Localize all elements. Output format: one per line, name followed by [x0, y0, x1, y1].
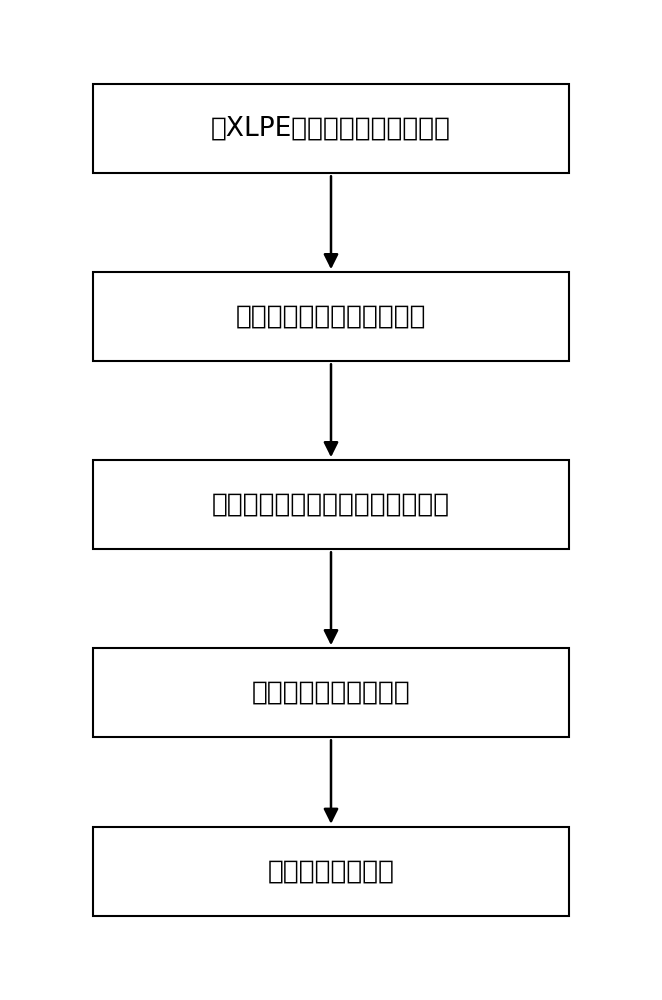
Text: 计算正负半周总能量差标准化系数: 计算正负半周总能量差标准化系数	[212, 492, 450, 518]
Text: 评估电缆绝缘状态: 评估电缆绝缘状态	[267, 858, 395, 884]
Bar	[93, 827, 569, 916]
Bar	[93, 84, 569, 173]
Bar	[93, 272, 569, 361]
Text: 对XLPE电缆进行局部放电测试: 对XLPE电缆进行局部放电测试	[211, 116, 451, 142]
Bar	[93, 648, 569, 737]
Text: 计算正负半周放电总能量差: 计算正负半周放电总能量差	[236, 304, 426, 330]
Text: 计算绝缘状态评估参量: 计算绝缘状态评估参量	[252, 680, 410, 706]
Bar	[93, 460, 569, 549]
